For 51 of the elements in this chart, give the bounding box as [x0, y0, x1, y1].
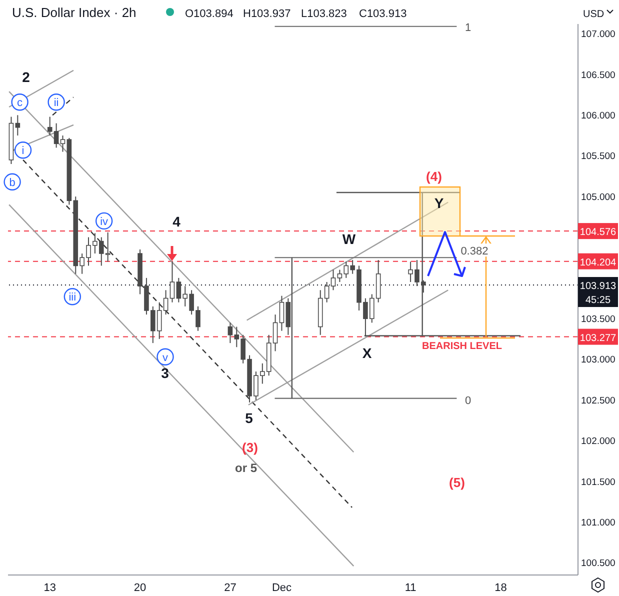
annotation: c — [17, 97, 24, 110]
ref-line-label: 103.277 — [580, 332, 617, 344]
ref-line-label: 104.204 — [580, 257, 617, 268]
annotation: v — [162, 352, 169, 364]
chart-title: U.S. Dollar Index · 2h — [12, 5, 136, 20]
text: USD — [583, 9, 604, 20]
x-tick-label: 20 — [134, 582, 146, 594]
x-tick-label: 27 — [224, 582, 236, 594]
annotation: 3 — [161, 365, 170, 381]
text: H103.937 — [243, 8, 291, 20]
annotation: iii — [68, 292, 76, 304]
x-tick-label: 18 — [494, 582, 507, 594]
annotation: (4) — [426, 169, 442, 184]
y-tick-label: 106.000 — [581, 110, 616, 122]
y-tick-label: 102.000 — [581, 436, 616, 448]
text: C103.913 — [359, 8, 407, 20]
y-tick-label: 100.500 — [581, 558, 616, 570]
annotation: (3) — [242, 440, 258, 455]
annotation: i — [22, 145, 24, 158]
annotation: 0 — [464, 395, 472, 407]
annotation: or 5 — [234, 461, 258, 475]
annotation: b — [9, 176, 16, 189]
y-tick-label: 101.000 — [581, 517, 616, 528]
annotation: 2 — [22, 69, 30, 85]
annotation: 1 — [464, 22, 472, 34]
y-tick-label: 105.500 — [581, 151, 616, 162]
y-tick-label: 103.500 — [581, 314, 616, 325]
annotation: 4 — [172, 213, 181, 230]
text: O103.894 — [185, 8, 234, 20]
y-tick-label: 105.000 — [581, 192, 616, 203]
text: 45:25 — [585, 295, 611, 306]
annotation: 5 — [245, 410, 254, 426]
annotation: iv — [100, 216, 109, 228]
y-tick-label: 101.500 — [581, 476, 616, 488]
annotation: BEARISH LEVEL — [422, 341, 502, 352]
annotation: W — [342, 231, 356, 247]
annotation: X — [362, 345, 372, 361]
ref-line-label: 104.576 — [580, 227, 617, 238]
x-tick-label: Dec — [272, 582, 292, 594]
ref-line-label: 103.913 — [580, 281, 617, 292]
y-tick-label: 106.500 — [581, 70, 616, 81]
text: L103.823 — [301, 8, 347, 20]
x-tick-label: 11 — [404, 582, 416, 594]
annotation: ii — [54, 97, 59, 110]
x-tick-label: 13 — [44, 582, 56, 594]
y-tick-label: 102.500 — [581, 395, 616, 406]
annotation: 0.382 — [460, 246, 488, 258]
annotation: (5) — [449, 475, 465, 490]
annotation: Y — [434, 195, 444, 211]
y-tick-label: 103.000 — [581, 354, 616, 366]
y-tick-label: 107.000 — [581, 29, 616, 40]
